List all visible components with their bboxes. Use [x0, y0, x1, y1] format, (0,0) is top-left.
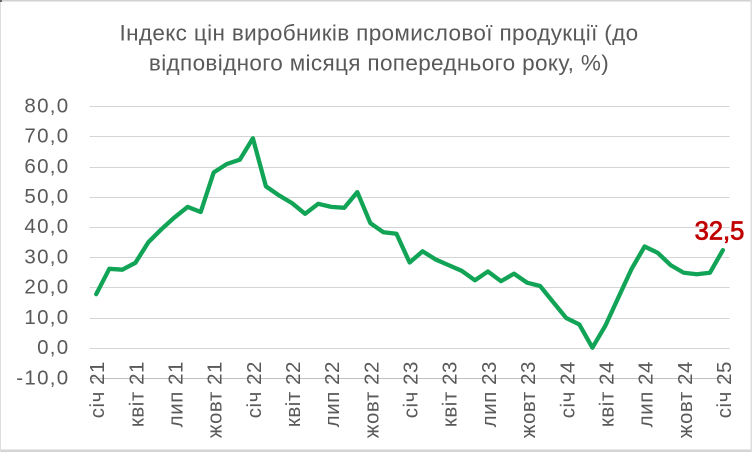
- svg-text:квіт 24: квіт 24: [595, 361, 618, 427]
- svg-text:жовт 22: жовт 22: [360, 361, 383, 438]
- svg-text:січ 23: січ 23: [400, 361, 423, 418]
- svg-text:січ 22: січ 22: [243, 361, 266, 418]
- svg-text:-10,0: -10,0: [16, 366, 69, 389]
- svg-text:0,0: 0,0: [37, 336, 69, 359]
- svg-text:лип 21: лип 21: [165, 361, 188, 427]
- svg-text:жовт 24: жовт 24: [674, 361, 697, 438]
- svg-text:30,0: 30,0: [24, 245, 69, 268]
- svg-text:жовт 23: жовт 23: [517, 361, 540, 438]
- svg-text:20,0: 20,0: [24, 276, 69, 299]
- svg-text:квіт 23: квіт 23: [439, 361, 462, 427]
- svg-text:жовт 21: жовт 21: [204, 361, 227, 438]
- svg-text:лип 23: лип 23: [478, 361, 501, 427]
- svg-text:32,5: 32,5: [695, 217, 745, 245]
- svg-text:січ 24: січ 24: [556, 361, 579, 418]
- svg-text:10,0: 10,0: [24, 306, 69, 329]
- svg-text:40,0: 40,0: [24, 215, 69, 238]
- svg-text:квіт 21: квіт 21: [125, 361, 148, 427]
- svg-text:80,0: 80,0: [24, 94, 69, 117]
- svg-text:лип 24: лип 24: [635, 361, 658, 427]
- svg-text:60,0: 60,0: [24, 155, 69, 178]
- svg-text:січ 25: січ 25: [713, 361, 736, 418]
- svg-text:50,0: 50,0: [24, 185, 69, 208]
- svg-text:відповідного місяця попередньо: відповідного місяця попереднього року, %…: [149, 50, 609, 75]
- svg-text:Індекс цін виробників промисло: Індекс цін виробників промислової продук…: [120, 21, 639, 46]
- svg-text:70,0: 70,0: [24, 125, 69, 148]
- svg-text:лип 22: лип 22: [321, 361, 344, 427]
- svg-text:квіт 22: квіт 22: [282, 361, 305, 427]
- svg-text:січ 21: січ 21: [86, 361, 109, 418]
